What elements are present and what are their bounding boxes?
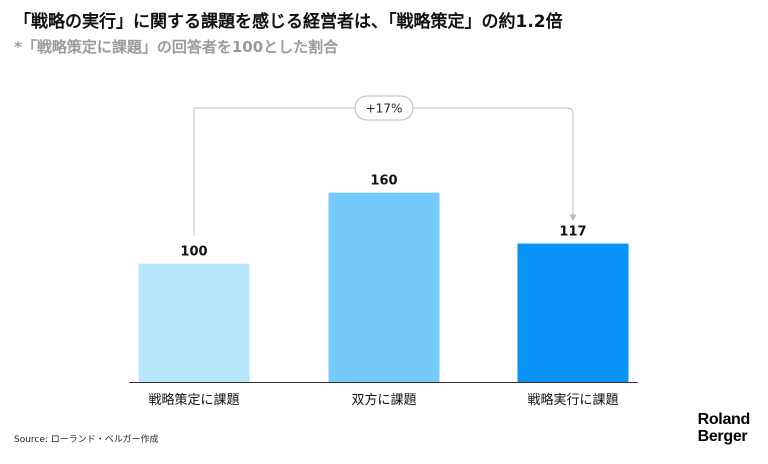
chart-title: 「戦略の実行」に関する課題を感じる経営者は、「戦略策定」の約1.2倍 xyxy=(14,12,563,32)
category-label-1: 戦略策定に課題 xyxy=(148,392,239,408)
annotation-pill xyxy=(354,95,414,121)
bar-3 xyxy=(517,243,629,382)
bar-1 xyxy=(138,263,250,382)
value-label-1: 100 xyxy=(180,245,207,260)
bar-2 xyxy=(328,192,440,382)
logo-line-1: Roland xyxy=(697,411,751,428)
source-note: Source: ローランド・ベルガー作成 xyxy=(14,435,159,445)
bars-layer xyxy=(138,192,629,382)
comparison-connector: +17% xyxy=(193,95,577,236)
chart-subtitle: *「戦略策定に課題」の回答者を100とした割合 xyxy=(14,38,339,56)
category-label-2: 双方に課題 xyxy=(351,392,416,408)
logo-line-2: Berger xyxy=(697,428,748,445)
roland-berger-logo: Roland Berger xyxy=(697,411,751,445)
annotation-label: +17% xyxy=(366,102,403,116)
connector-arrowhead xyxy=(569,214,577,222)
value-label-3: 117 xyxy=(559,225,586,240)
category-label-3: 戦略実行に課題 xyxy=(527,392,618,408)
labels-layer: 100 戦略策定に課題 160 双方に課題 117 戦略実行に課題 xyxy=(148,174,618,408)
value-label-2: 160 xyxy=(370,174,397,189)
connector-line xyxy=(193,107,574,236)
